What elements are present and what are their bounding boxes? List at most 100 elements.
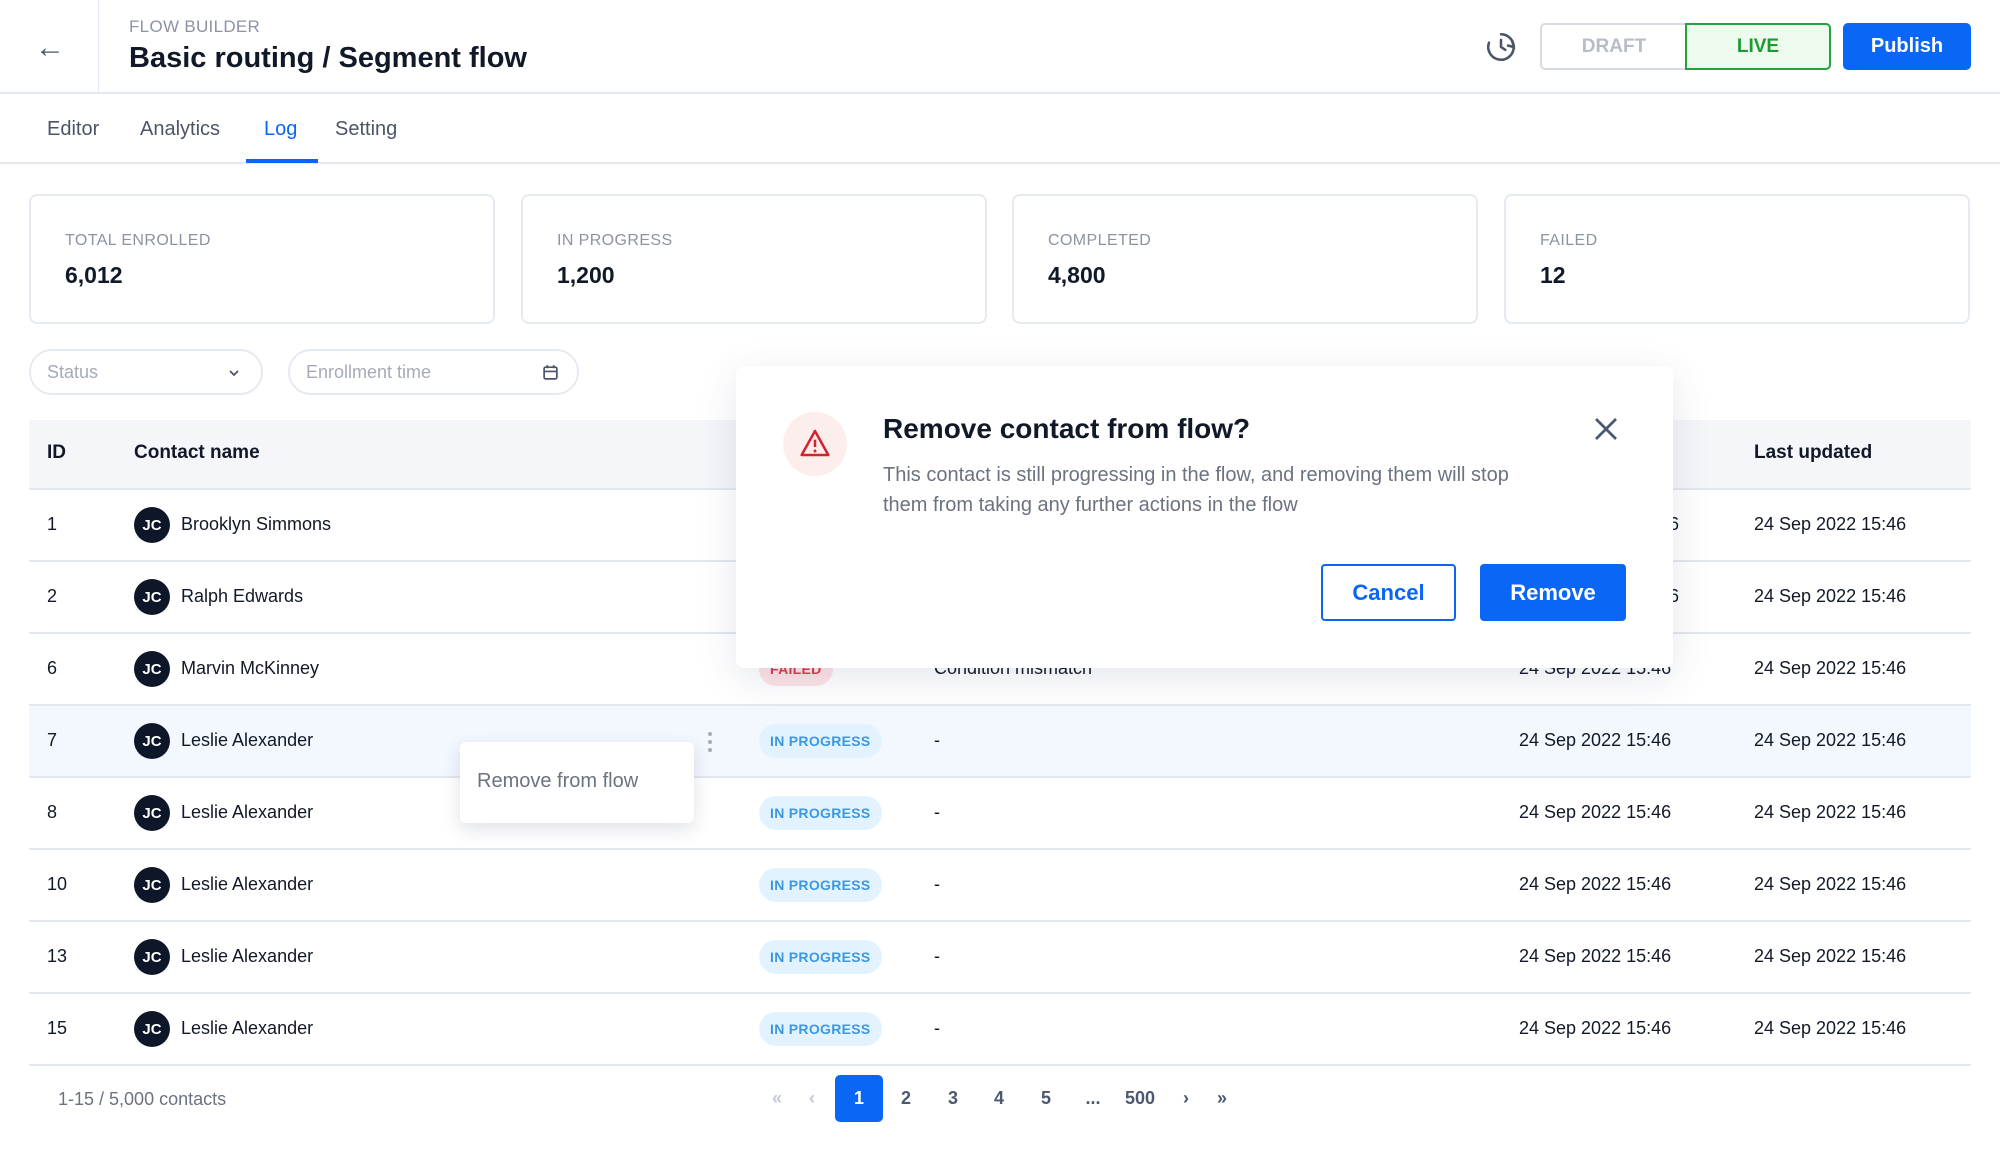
enrollment-time-filter[interactable]: Enrollment time <box>288 349 579 395</box>
stat-value: 4,800 <box>1048 262 1106 288</box>
contact-name: Leslie Alexander <box>181 730 314 750</box>
page-2-button[interactable]: 2 <box>900 1088 911 1108</box>
page-5-button[interactable]: 5 <box>1040 1088 1051 1108</box>
reason: - <box>934 946 940 966</box>
avatar: JC <box>134 867 170 903</box>
table-row[interactable]: 10 JC Leslie Alexander IN PROGRESS - 24 Sep… <box>29 850 1971 922</box>
top-header: ← FLOW BUILDER Basic routing / Segment f… <box>0 0 2000 94</box>
row-id: 7 <box>47 730 58 750</box>
contact-name: Leslie Alexander <box>181 802 314 822</box>
tab-bar: Editor Analytics Log Setting <box>0 94 2000 164</box>
tab-setting[interactable]: Setting <box>335 118 398 140</box>
more-options-icon[interactable] <box>706 726 714 758</box>
last-updated: 24 Sep 2022 15:46 <box>1754 514 1907 534</box>
enrollment-time: 6 <box>1669 514 1680 534</box>
remove-from-flow-menu-item[interactable]: Remove from flow <box>477 770 639 792</box>
contact-name: Leslie Alexander <box>181 874 314 894</box>
pagination-summary: 1-15 / 5,000 contacts <box>58 1089 227 1109</box>
divider <box>98 0 99 94</box>
column-last-updated: Last updated <box>1754 442 1873 463</box>
avatar: JC <box>134 579 170 615</box>
warning-triangle-icon <box>800 429 830 457</box>
row-id: 6 <box>47 658 58 678</box>
page-3-button[interactable]: 3 <box>947 1088 958 1108</box>
avatar: JC <box>134 651 170 687</box>
column-id: ID <box>47 442 66 463</box>
previous-page-icon[interactable]: ‹ <box>809 1088 815 1108</box>
reason: - <box>934 874 940 894</box>
status-badge: IN PROGRESS <box>759 796 882 830</box>
last-page-icon[interactable]: » <box>1216 1088 1227 1108</box>
stat-label: FAILED <box>1540 232 1598 249</box>
stat-label: COMPLETED <box>1048 232 1152 249</box>
stat-card-completed: COMPLETED 4,800 <box>1012 194 1478 324</box>
page-500-button[interactable]: 500 <box>1124 1088 1156 1108</box>
stat-label: IN PROGRESS <box>557 232 673 249</box>
last-updated: 24 Sep 2022 15:46 <box>1754 730 1907 750</box>
remove-button[interactable]: Remove <box>1480 564 1626 621</box>
cancel-button[interactable]: Cancel <box>1321 564 1456 621</box>
tab-log[interactable]: Log <box>264 118 298 140</box>
history-icon[interactable] <box>1484 30 1518 64</box>
draft-toggle[interactable]: DRAFT <box>1540 23 1686 70</box>
reason: - <box>934 1018 940 1038</box>
active-tab-indicator <box>246 159 318 163</box>
enrollment-time: 6 <box>1669 586 1680 606</box>
tab-analytics[interactable]: Analytics <box>140 118 221 140</box>
close-icon[interactable] <box>1591 414 1621 444</box>
calendar-icon <box>543 365 558 380</box>
stat-card-total-enrolled: TOTAL ENROLLED 6,012 <box>29 194 495 324</box>
last-updated: 24 Sep 2022 15:46 <box>1754 946 1907 966</box>
first-page-icon[interactable]: « <box>771 1088 782 1108</box>
table-row[interactable]: 13 JC Leslie Alexander IN PROGRESS - 24 Sep… <box>29 922 1971 994</box>
stat-value: 12 <box>1540 262 1566 288</box>
status-filter[interactable]: Status <box>29 349 263 395</box>
row-id: 2 <box>47 586 58 606</box>
stat-card-in-progress: IN PROGRESS 1,200 <box>521 194 987 324</box>
enrollment-time: 24 Sep 2022 15:46 <box>1519 730 1672 750</box>
avatar: JC <box>134 507 170 543</box>
row-id: 13 <box>47 946 68 966</box>
status-filter-placeholder: Status <box>47 361 99 382</box>
column-contact-name: Contact name <box>134 442 260 463</box>
row-context-menu: Remove from flow <box>460 742 694 823</box>
status-badge: IN PROGRESS <box>759 940 882 974</box>
row-id: 1 <box>47 514 58 534</box>
enrollment-time-placeholder: Enrollment time <box>306 361 432 382</box>
reason: - <box>934 730 940 750</box>
avatar: JC <box>134 1011 170 1047</box>
remove-contact-dialog: Remove contact from flow? This contact i… <box>736 366 1673 668</box>
stat-value: 6,012 <box>65 262 123 288</box>
enrollment-time: 24 Sep 2022 15:46 <box>1519 874 1672 894</box>
chevron-down-icon <box>229 370 239 377</box>
contact-name: Brooklyn Simmons <box>181 514 332 534</box>
contact-name: Ralph Edwards <box>181 586 304 606</box>
stat-value: 1,200 <box>557 262 615 288</box>
tab-editor[interactable]: Editor <box>47 118 100 140</box>
page-1-button[interactable]: 1 <box>835 1075 883 1122</box>
table-row[interactable]: 8 JC Leslie Alexander IN PROGRESS - 24 Sep … <box>29 778 1971 850</box>
live-toggle[interactable]: LIVE <box>1685 23 1831 70</box>
row-id: 8 <box>47 802 58 822</box>
dialog-title: Remove contact from flow? <box>883 413 1251 444</box>
status-badge: IN PROGRESS <box>759 868 882 902</box>
avatar: JC <box>134 723 170 759</box>
enrollment-time: 24 Sep 2022 15:46 <box>1519 802 1672 822</box>
back-arrow-icon[interactable]: ← <box>35 31 65 64</box>
dialog-message: This contact is still progressing in the… <box>883 464 1509 516</box>
avatar: JC <box>134 795 170 831</box>
status-badge: IN PROGRESS <box>759 724 882 758</box>
page-4-button[interactable]: 4 <box>993 1088 1004 1108</box>
last-updated: 24 Sep 2022 15:46 <box>1754 874 1907 894</box>
publish-button[interactable]: Publish <box>1843 23 1971 70</box>
table-row[interactable]: 7 JC Leslie Alexander IN PROGRESS - 24 Sep … <box>29 706 1971 778</box>
status-badge: IN PROGRESS <box>759 1012 882 1046</box>
stat-label: TOTAL ENROLLED <box>65 232 211 249</box>
warning-icon-container <box>783 412 847 476</box>
table-row[interactable]: 15 JC Leslie Alexander IN PROGRESS - 24 Sep… <box>29 994 1971 1066</box>
next-page-icon[interactable]: › <box>1183 1088 1189 1108</box>
contact-name: Leslie Alexander <box>181 1018 314 1038</box>
reason: - <box>934 802 940 822</box>
enrollment-time: 24 Sep 2022 15:46 <box>1519 1018 1672 1038</box>
contact-name: Marvin McKinney <box>181 658 320 678</box>
